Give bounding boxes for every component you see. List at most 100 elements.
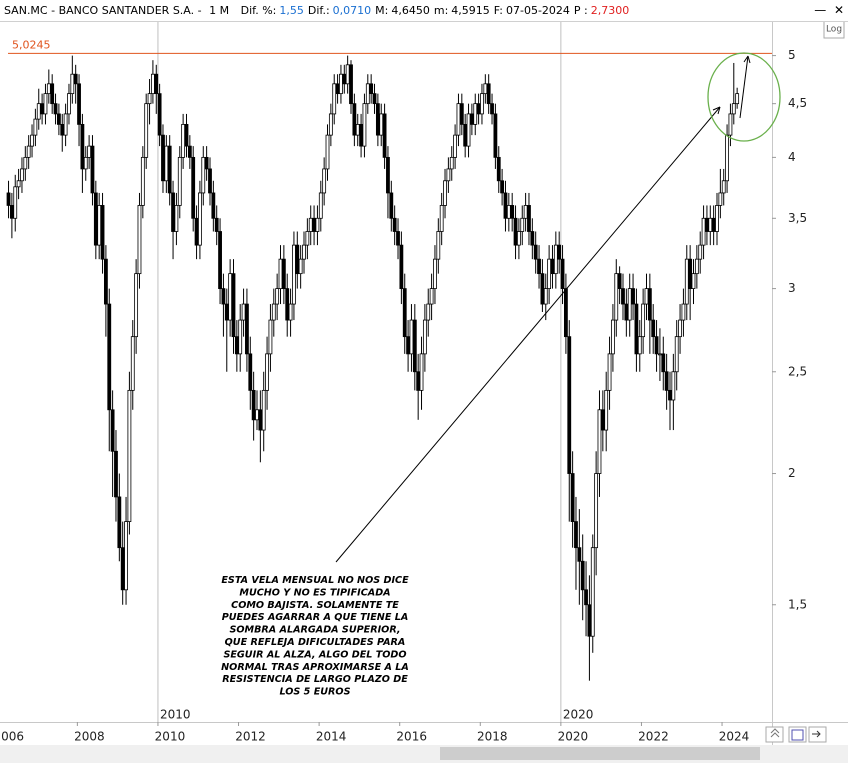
candle-body: [63, 113, 68, 136]
annotation-text: MUCHO Y NO ES TIPIFICADA: [239, 587, 390, 598]
save-button[interactable]: [788, 726, 807, 743]
field-value: 1,55: [279, 4, 304, 17]
y-tick-label: 2: [788, 466, 796, 480]
candle-body: [50, 83, 55, 105]
candle-body: [298, 258, 303, 275]
x-tick-label: 2012: [235, 730, 266, 744]
candle-body: [476, 103, 481, 115]
candle-body: [654, 336, 659, 355]
candle-body: [90, 145, 95, 194]
candle-body: [245, 303, 249, 355]
candle-body: [285, 288, 290, 321]
candle-body: [241, 303, 246, 321]
candle-body: [308, 217, 313, 232]
candle-body: [634, 303, 639, 355]
candle-body: [547, 258, 552, 289]
candle-body: [520, 217, 525, 232]
candle-body: [201, 156, 206, 194]
minimize-button[interactable]: —: [814, 3, 827, 17]
candle-body: [302, 244, 306, 260]
y-tick-label: 3,5: [788, 211, 807, 225]
close-button[interactable]: ✕: [833, 3, 844, 17]
candle-body: [23, 156, 28, 170]
candle-body: [265, 353, 269, 391]
y-tick-label: 3: [788, 281, 796, 295]
y-tick-label: 5: [788, 48, 796, 62]
candle-body: [600, 409, 605, 431]
candle-body: [483, 83, 488, 95]
candle-body: [466, 113, 471, 147]
candle-body: [422, 319, 427, 355]
candle-body: [711, 217, 716, 232]
candle-body: [668, 389, 672, 401]
save-icon: [791, 729, 804, 741]
candle-body: [557, 244, 562, 260]
field-value: 0,0710: [332, 4, 372, 17]
candle-body: [624, 303, 629, 321]
candle-body: [604, 389, 609, 431]
candle-body: [6, 192, 11, 206]
y-tick-label: 4,5: [788, 96, 807, 110]
log-label[interactable]: Log: [826, 25, 842, 35]
candle-body: [312, 217, 316, 232]
candle-body: [171, 192, 175, 232]
candle-body: [533, 244, 538, 260]
candle-body: [46, 83, 51, 95]
candle-body: [278, 258, 283, 289]
candle-body: [416, 371, 421, 391]
candle-body: [231, 273, 236, 338]
candle-body: [564, 288, 568, 338]
candle-body: [255, 409, 259, 421]
candle-body: [705, 217, 709, 232]
candle-body: [523, 205, 528, 219]
candle-body: [399, 244, 404, 289]
candle-body: [530, 231, 535, 246]
candle-body: [647, 288, 652, 321]
candle-body: [637, 336, 642, 355]
candle-body: [181, 123, 186, 158]
candle-body: [577, 547, 582, 562]
candle-body: [30, 134, 34, 147]
y-tick-label: 1,5: [788, 597, 807, 611]
candle-body: [221, 288, 226, 305]
candle-body: [194, 217, 199, 246]
candle-body: [439, 205, 444, 232]
candle-body: [735, 93, 740, 105]
candle-body: [614, 273, 619, 321]
candle-body: [335, 83, 340, 95]
x-tick-label: 2024: [719, 730, 750, 744]
candle-body: [553, 244, 558, 275]
candle-body: [147, 93, 152, 105]
candle-body: [641, 303, 646, 338]
candle-body: [708, 217, 713, 232]
scroll-thumb[interactable]: [440, 747, 760, 760]
annotation-text: SOMBRA ALARGADA SUPERIOR,: [229, 625, 400, 636]
candle-body: [315, 217, 320, 232]
candle-body: [144, 103, 149, 158]
tool-button[interactable]: [765, 726, 784, 743]
candle-body: [56, 113, 61, 125]
candle-body: [446, 168, 451, 182]
candle-body: [33, 118, 38, 136]
candle-body: [187, 145, 192, 158]
candle-body: [389, 192, 394, 219]
candle-body: [325, 134, 330, 170]
candle-body: [60, 123, 65, 136]
candle-body: [597, 409, 602, 474]
candle-body: [527, 205, 531, 232]
annotation-text: SEGUIR AL ALZA, ALGO DEL TODO: [223, 649, 406, 660]
candle-body: [134, 273, 139, 338]
candle-body: [490, 103, 494, 115]
candle-body: [570, 473, 575, 522]
candle-body: [365, 83, 370, 105]
candle-body: [688, 258, 693, 289]
candle-body: [295, 244, 300, 275]
y-tick-label: 4: [788, 150, 796, 164]
x-tick-label: 2016: [396, 730, 427, 744]
candle-body: [87, 145, 92, 158]
candle-body: [429, 288, 434, 305]
candle-body: [550, 258, 555, 275]
candle-body: [715, 205, 719, 232]
